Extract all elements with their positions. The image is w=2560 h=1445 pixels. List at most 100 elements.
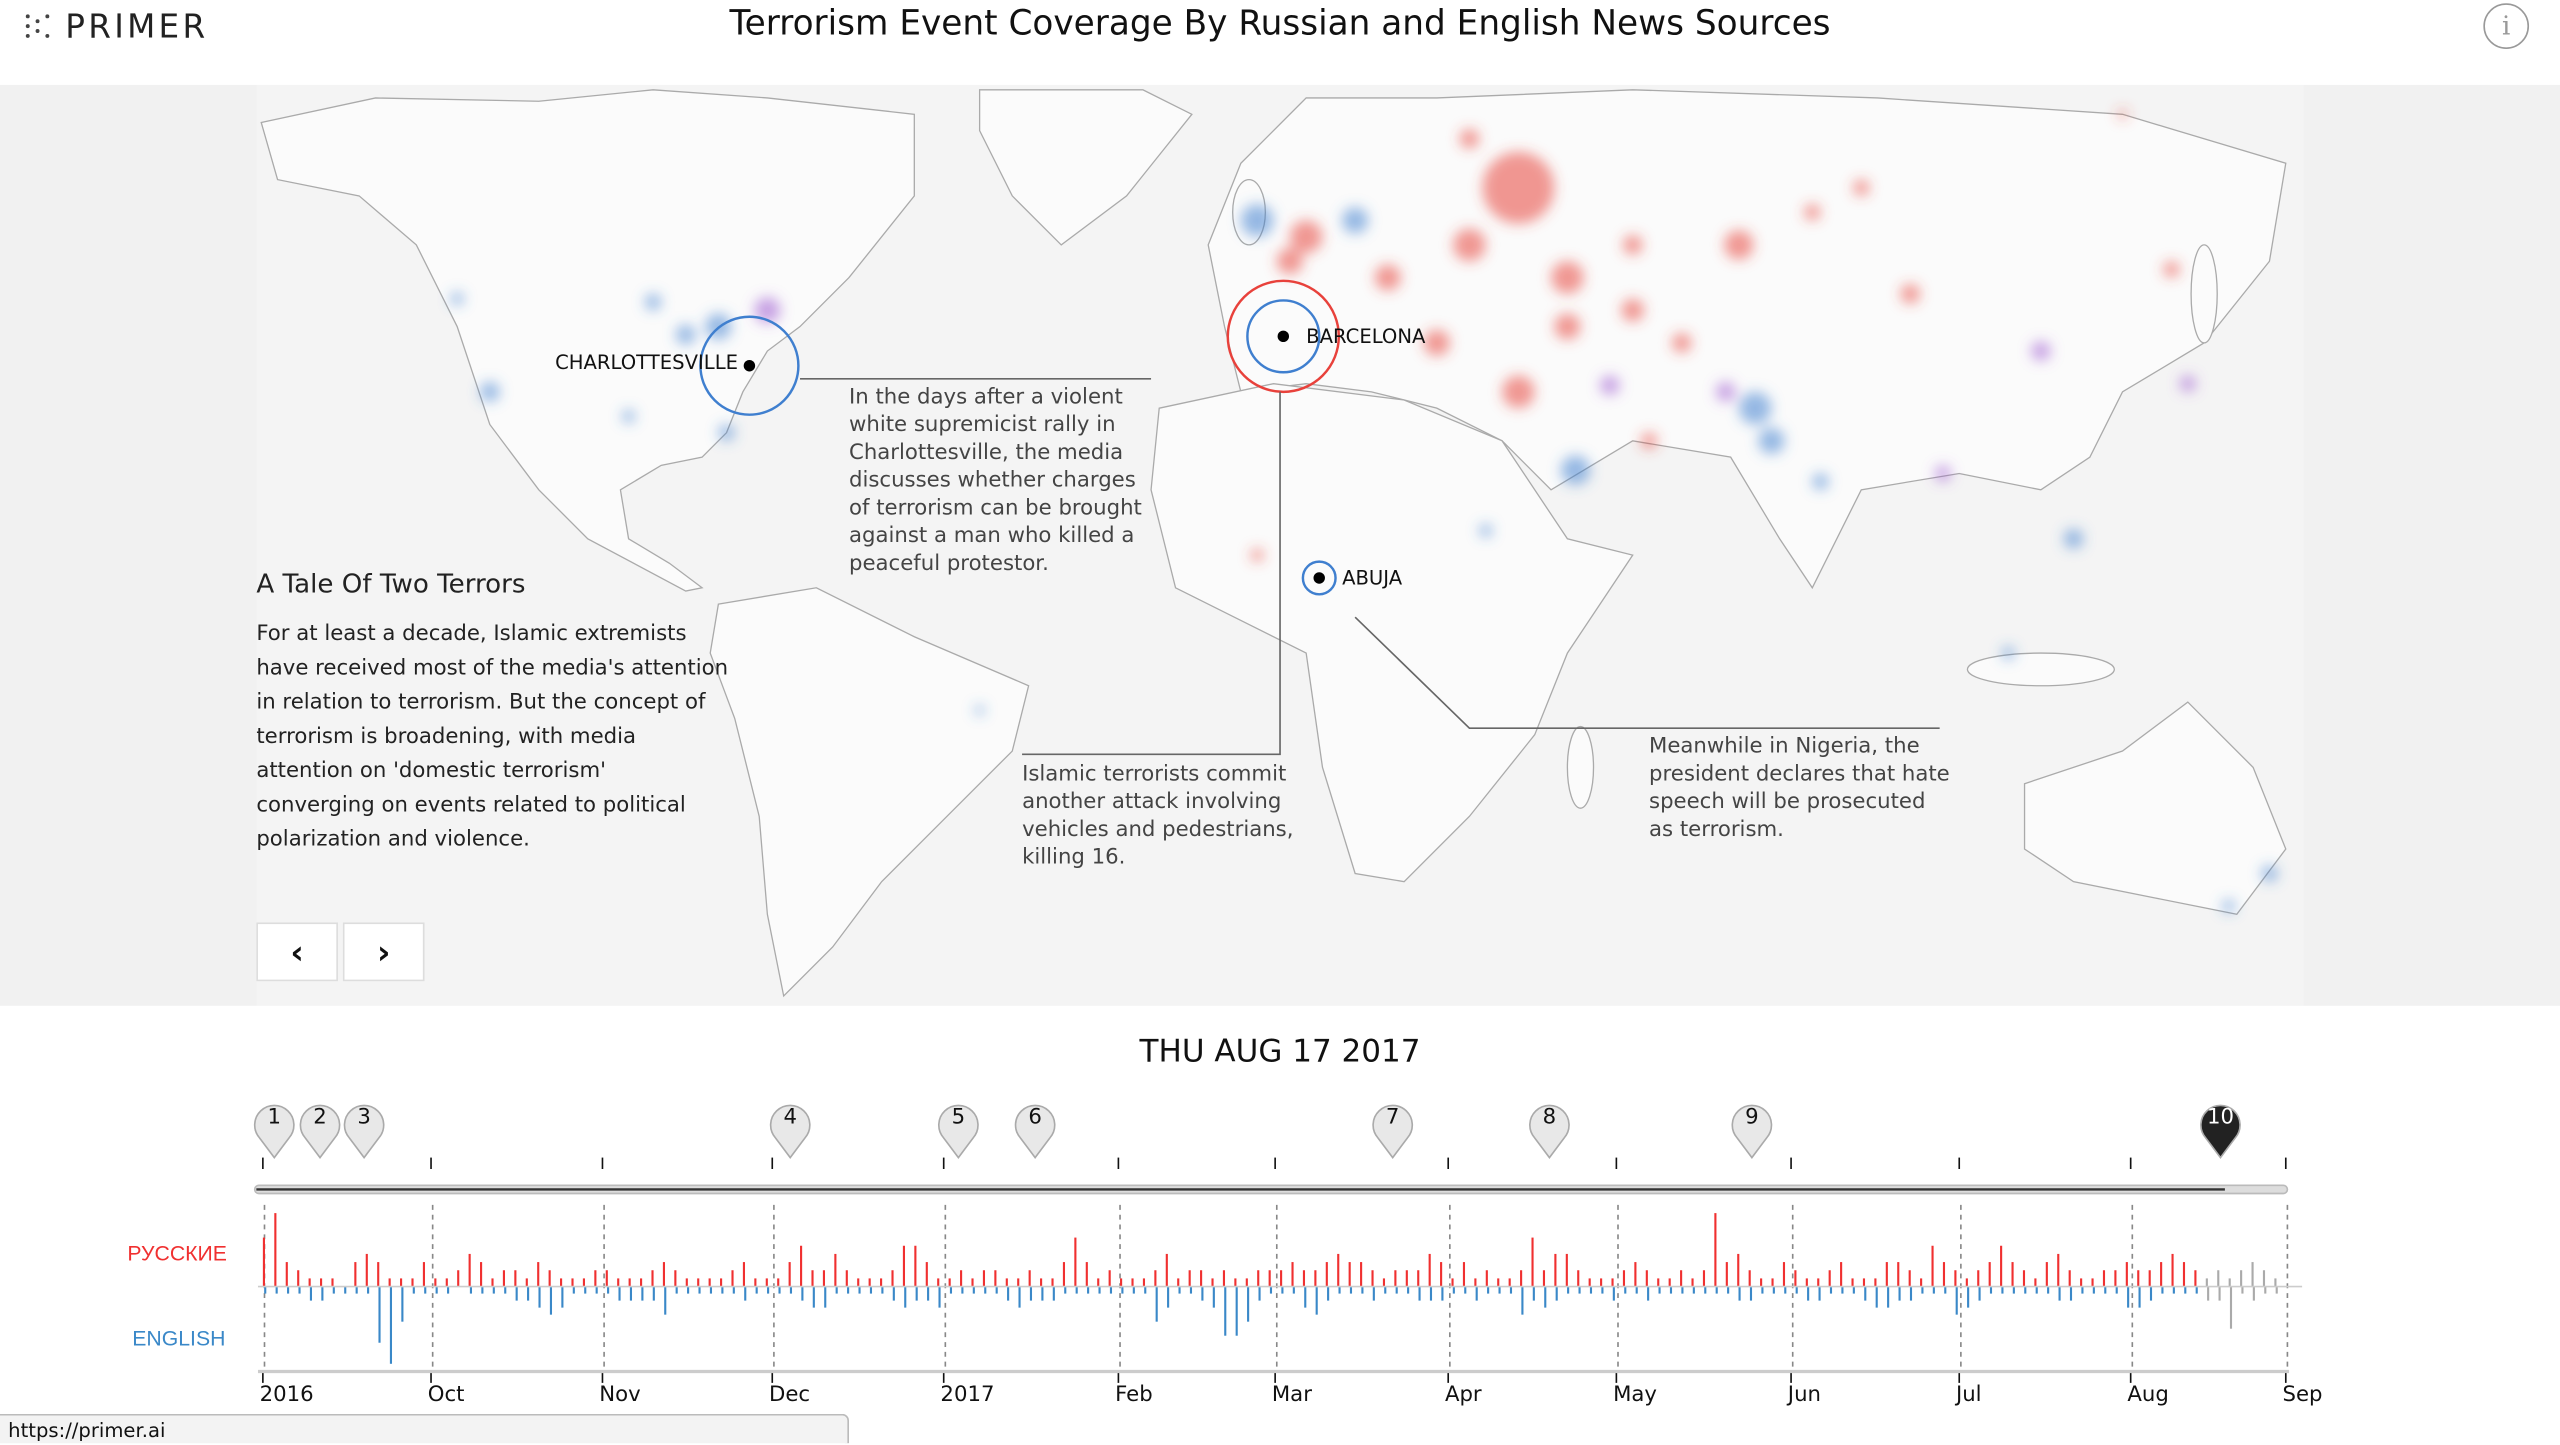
- bar-english: [2138, 1286, 2141, 1308]
- coverage-blob: [1900, 284, 1921, 304]
- bar-russian: [1474, 1278, 1477, 1287]
- bar-english: [1909, 1286, 1913, 1301]
- bar-english: [629, 1286, 633, 1301]
- bar-russian: [1942, 1262, 1946, 1287]
- bar-russian: [1405, 1270, 1408, 1287]
- next-button[interactable]: ›: [342, 922, 425, 982]
- south-america: [709, 587, 1030, 998]
- world-map[interactable]: [256, 84, 2304, 1006]
- bar-english: [1269, 1286, 1273, 1294]
- bar-english: [584, 1286, 587, 1294]
- bar-english: [1281, 1286, 1284, 1294]
- bar-english: [1944, 1286, 1947, 1294]
- bar-russian: [1725, 1262, 1728, 1287]
- marker-number: 7: [1385, 1105, 1400, 1130]
- bar-russian: [1931, 1245, 1934, 1287]
- indonesia: [1966, 652, 2115, 687]
- bar-english: [801, 1286, 804, 1301]
- bar-russian: [434, 1278, 437, 1287]
- bar-russian: [982, 1270, 986, 1287]
- bar-english: [1772, 1286, 1775, 1294]
- bar-english: [2104, 1286, 2107, 1294]
- bar-english: [1441, 1286, 1444, 1301]
- bar-russian: [1805, 1278, 1808, 1287]
- bar-english: [344, 1286, 347, 1294]
- bar-english: [435, 1286, 438, 1294]
- event-marker-6[interactable]: 6: [1012, 1102, 1058, 1161]
- bar-english: [1338, 1286, 1341, 1294]
- event-marker-9[interactable]: 9: [1729, 1102, 1775, 1161]
- coverage-blob: [1551, 261, 1584, 294]
- bar-english: [2069, 1286, 2073, 1301]
- bar-english: [2161, 1286, 2164, 1294]
- bar-english: [1932, 1286, 1935, 1294]
- bar-english: [1967, 1286, 1970, 1308]
- coverage-blob: [1622, 235, 1643, 255]
- bar-russian: [1828, 1270, 1831, 1287]
- bar-english: [652, 1286, 655, 1301]
- bar-english: [1418, 1286, 1421, 1301]
- north-america: [260, 89, 915, 592]
- bar-russian: [1291, 1262, 1294, 1287]
- bar-english: [1144, 1286, 1147, 1294]
- bar-russian: [960, 1270, 963, 1287]
- timeline-chart[interactable]: [0, 1143, 2560, 1388]
- map-pin-icon: [253, 1104, 295, 1159]
- bar-russian: [1348, 1262, 1351, 1287]
- bar-russian: [1165, 1253, 1168, 1287]
- bar-russian: [1222, 1270, 1226, 1287]
- bar-english: [2012, 1286, 2015, 1294]
- event-marker-1[interactable]: 1: [251, 1102, 297, 1161]
- bar-english: [1715, 1286, 1718, 1294]
- bar-russian: [754, 1278, 757, 1287]
- event-marker-5[interactable]: 5: [936, 1102, 982, 1161]
- bar-russian: [1005, 1278, 1008, 1287]
- event-marker-3[interactable]: 3: [341, 1102, 387, 1161]
- coverage-blob: [1758, 427, 1785, 454]
- event-marker-7[interactable]: 7: [1370, 1102, 1416, 1161]
- bar-russian: [2068, 1270, 2071, 1287]
- bar-russian: [468, 1253, 471, 1287]
- bar-english: [2024, 1286, 2027, 1294]
- event-marker-4[interactable]: 4: [767, 1102, 813, 1161]
- bar-russian: [1588, 1278, 1591, 1287]
- marker-number: 6: [1028, 1105, 1042, 1130]
- coverage-blob: [450, 292, 464, 306]
- bar-english: [2252, 1286, 2255, 1301]
- bar-russian: [377, 1262, 380, 1287]
- charlottesville-dot[interactable]: [743, 360, 756, 372]
- bar-russian: [1577, 1270, 1580, 1287]
- bar-russian: [1782, 1262, 1786, 1287]
- abuja-dot[interactable]: [1313, 572, 1325, 584]
- bar-russian: [388, 1278, 391, 1287]
- bar-english: [1384, 1286, 1387, 1294]
- bar-russian: [777, 1278, 780, 1287]
- annotation-charlottesville: In the days after a violent white suprem…: [849, 385, 1142, 577]
- bar-russian: [1497, 1278, 1500, 1287]
- bar-english: [1189, 1286, 1193, 1294]
- map-pin-icon: [299, 1104, 341, 1159]
- prev-button[interactable]: ‹: [256, 922, 338, 982]
- event-marker-10[interactable]: 10: [2198, 1102, 2244, 1161]
- info-circle-icon[interactable]: i: [2483, 3, 2530, 49]
- bar-english: [904, 1286, 907, 1308]
- coverage-blob: [1374, 264, 1401, 291]
- coverage-blob: [1459, 128, 1480, 149]
- barcelona-dot[interactable]: [1277, 330, 1290, 343]
- event-marker-8[interactable]: 8: [1527, 1102, 1573, 1161]
- x-tick-label: Sep: [2282, 1382, 2323, 1408]
- bar-english: [1155, 1286, 1158, 1322]
- bar-russian: [2160, 1262, 2163, 1287]
- primer-logo[interactable]: PRIMER: [23, 7, 209, 46]
- bar-russian: [1462, 1262, 1466, 1287]
- australia: [2023, 701, 2287, 916]
- event-marker-2[interactable]: 2: [297, 1102, 343, 1161]
- bar-russian: [1234, 1278, 1237, 1287]
- bar-english: [824, 1286, 827, 1308]
- bar-english: [892, 1286, 895, 1301]
- bar-russian: [1954, 1270, 1957, 1287]
- bar-russian: [1337, 1253, 1340, 1287]
- bar-english: [1372, 1286, 1375, 1301]
- x-tick-label: May: [1613, 1382, 1658, 1408]
- bar-russian: [1131, 1278, 1134, 1287]
